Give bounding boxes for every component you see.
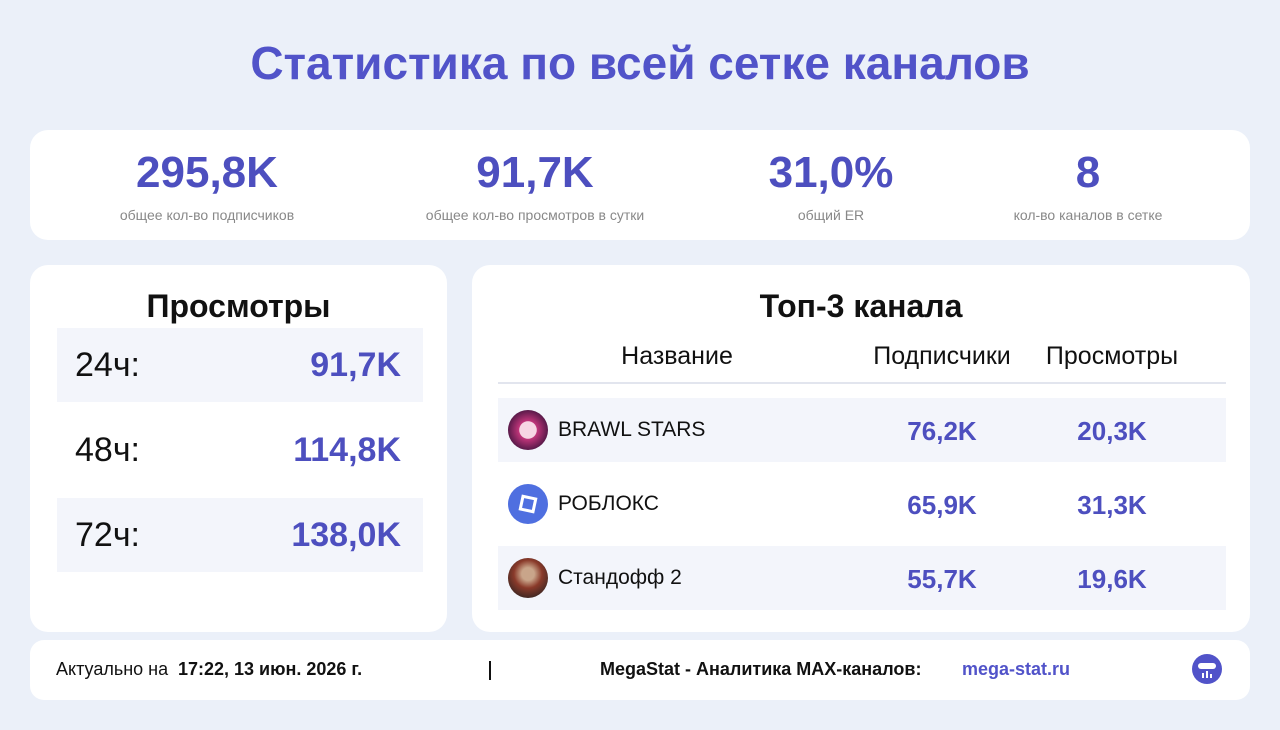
summary-value: 31,0% bbox=[768, 148, 894, 197]
footer bbox=[30, 640, 1250, 700]
page-title: Статистика по всей сетке каналов bbox=[250, 37, 1030, 89]
footer-prefix: Актуально на bbox=[56, 659, 169, 679]
footer-brand: MegaStat - Аналитика MAX-каналов: bbox=[600, 659, 922, 679]
top-title: Топ-3 канала bbox=[759, 288, 963, 324]
footer-link[interactable]: mega-stat.ru bbox=[962, 659, 1071, 679]
summary-label: кол-во каналов в сетке bbox=[1013, 207, 1163, 223]
views-row: 72ч: 138,0K bbox=[57, 498, 423, 572]
subscribers: 65,9K bbox=[907, 490, 977, 520]
logo bbox=[1192, 654, 1222, 684]
views-title: Просмотры bbox=[146, 288, 331, 324]
period: 48ч: bbox=[75, 431, 140, 469]
views-row: 24ч: 91,7K bbox=[57, 328, 423, 402]
subscribers: 55,7K bbox=[907, 564, 977, 594]
summary-label: общий ER bbox=[797, 207, 865, 223]
summary-value: 8 bbox=[1075, 148, 1101, 197]
channel-icon bbox=[508, 410, 548, 450]
channel-row: РОБЛОКС 65,9K 31,3K bbox=[498, 472, 1226, 536]
views-value: 138,0K bbox=[291, 516, 401, 554]
channel-row: BRAWL STARS 76,2K 20,3K bbox=[498, 398, 1226, 462]
column-header: Подписчики bbox=[873, 342, 1011, 370]
channel-row: Стандофф 2 55,7K 19,6K bbox=[498, 546, 1226, 610]
separator bbox=[489, 661, 491, 680]
channel-name: РОБЛОКС bbox=[558, 492, 659, 515]
summary-label: общее кол-во просмотров в сутки bbox=[425, 207, 645, 223]
views-value: 114,8K bbox=[293, 431, 401, 469]
channel-name: BRAWL STARS bbox=[558, 418, 706, 441]
summary-card bbox=[30, 130, 1250, 240]
views: 19,6K bbox=[1077, 564, 1147, 594]
column-header: Просмотры bbox=[1045, 342, 1179, 370]
channel-icon bbox=[508, 558, 548, 598]
column-header: Название bbox=[621, 342, 733, 370]
footer-timestamp: 17:22, 13 июн. 2026 г. bbox=[178, 659, 363, 679]
channel-name: Стандофф 2 bbox=[558, 566, 682, 589]
views: 31,3K bbox=[1077, 490, 1147, 520]
subscribers: 76,2K bbox=[907, 416, 977, 446]
period: 72ч: bbox=[75, 516, 140, 554]
summary-value: 91,7K bbox=[476, 148, 594, 197]
views-row: 48ч: 114,8K bbox=[57, 413, 423, 487]
summary-value: 295,8K bbox=[136, 148, 278, 197]
channel-icon bbox=[508, 484, 548, 524]
summary-label: общее кол-во подписчиков bbox=[119, 207, 295, 223]
views-value: 91,7K bbox=[310, 346, 401, 384]
period: 24ч: bbox=[75, 346, 140, 384]
views: 20,3K bbox=[1077, 416, 1147, 446]
header-divider bbox=[498, 382, 1226, 384]
